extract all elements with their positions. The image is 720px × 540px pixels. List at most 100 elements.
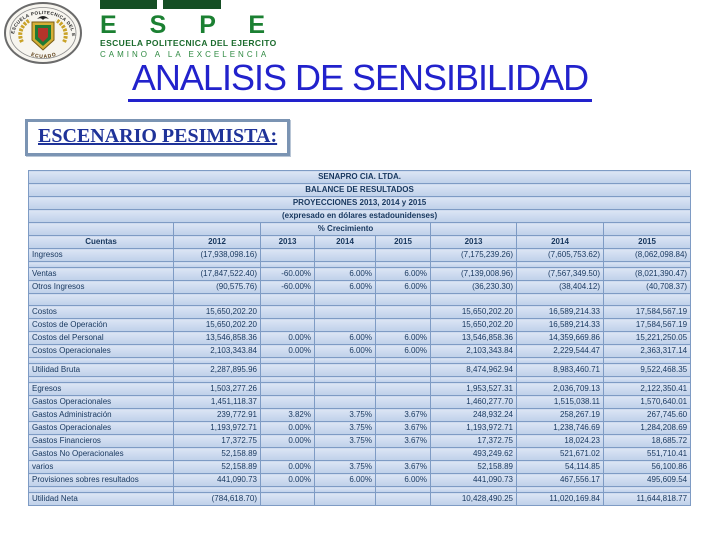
value-cell: 17,584,567.19: [602, 318, 692, 332]
value-cell: -60.00%: [260, 267, 315, 281]
value-cell: 15,221,250.05: [602, 331, 692, 345]
value-cell: 17,372.75: [430, 434, 517, 448]
row-label-cell: Gastos Administración: [28, 408, 174, 422]
table-row: Otros Ingresos (90,575.76) -60.00% 6.00% 6.0…: [28, 280, 692, 294]
value-cell: 0.00%: [260, 331, 315, 345]
column-header-cell: 2015: [375, 235, 431, 249]
brand-acronym: E S P E: [100, 11, 279, 39]
value-cell: 3.82%: [260, 408, 315, 422]
growth-empty-cell: [516, 222, 604, 236]
table-row: Ingresos (17,938,098.16) (7,175,239.26) (7,…: [28, 248, 692, 262]
value-cell: 3.75%: [314, 460, 376, 474]
value-cell: 2,103,343.84: [173, 344, 261, 358]
value-cell: 11,644,818.77: [602, 492, 692, 506]
brand-decor-bars: [100, 0, 320, 9]
value-cell: 13,546,858.36: [173, 331, 261, 345]
value-cell: (8,062,098.84): [602, 248, 692, 262]
value-cell: [375, 248, 431, 262]
value-cell: 441,090.73: [173, 473, 261, 487]
value-cell: 8,983,460.71: [516, 363, 604, 377]
value-cell: [314, 305, 376, 319]
table-row: Costos de Operación 15,650,202.20 15,650,2…: [28, 318, 692, 332]
row-label-cell: Utilidad Bruta: [28, 363, 174, 377]
financial-table-body: SENAPRO CIA. LTDA. BALANCE DE RESULTADOS P…: [27, 170, 692, 506]
value-cell: 6.00%: [375, 344, 431, 358]
column-header-cell: 2015: [602, 235, 692, 249]
value-cell: 9,522,468.35: [602, 363, 692, 377]
value-cell: 17,584,567.19: [602, 305, 692, 319]
value-cell: 16,589,214.33: [516, 318, 604, 332]
growth-header-row: % Crecimiento: [28, 222, 692, 236]
row-label-cell: Egresos: [28, 382, 174, 396]
value-cell: 1,953,527.31: [430, 382, 517, 396]
value-cell: [260, 305, 315, 319]
value-cell: 6.00%: [375, 280, 431, 294]
table-title-cell: PROYECCIONES 2013, 2014 y 2015: [27, 196, 692, 210]
value-cell: 18,685.72: [602, 434, 692, 448]
value-cell: 495,609.54: [602, 473, 692, 487]
value-cell: 2,103,343.84: [430, 344, 517, 358]
value-cell: [375, 395, 431, 409]
value-cell: 551,710.41: [602, 447, 692, 461]
spacer-cell: [375, 293, 431, 306]
value-cell: (36,230.30): [430, 280, 517, 294]
value-cell: [314, 318, 376, 332]
value-cell: 6.00%: [314, 344, 376, 358]
brand-school-name: ESCUELA POLITECNICA DEL EJERCITO: [100, 38, 277, 48]
row-label-cell: Otros Ingresos: [28, 280, 174, 294]
value-cell: 15,650,202.20: [173, 305, 261, 319]
value-cell: 52,158.89: [173, 460, 261, 474]
row-label-cell: Costos de Operación: [28, 318, 174, 332]
value-cell: 1,193,972.71: [173, 421, 261, 435]
table-row: Utilidad Neta (784,618.70) 10,428,490.25 11…: [28, 492, 692, 506]
value-cell: [314, 363, 376, 377]
value-cell: (17,938,098.16): [173, 248, 261, 262]
table-title-cell: (expresado en dólares estadounidenses): [27, 209, 692, 223]
row-label-cell: Gastos Operacionales: [28, 395, 174, 409]
row-label-cell: Ingresos: [28, 248, 174, 262]
value-cell: [375, 382, 431, 396]
table-row: Ventas (17,847,522.40) -60.00% 6.00% 6.00% (7…: [28, 267, 692, 281]
growth-empty-cell: [602, 222, 692, 236]
value-cell: 6.00%: [375, 331, 431, 345]
table-row: Egresos 1,503,277.26 1,953,527.31 2,036,709…: [28, 382, 692, 396]
table-title-row: SENAPRO CIA. LTDA.: [27, 170, 692, 184]
value-cell: 258,267.19: [516, 408, 604, 422]
value-cell: [260, 395, 315, 409]
value-cell: [314, 395, 376, 409]
table-title-cell: SENAPRO CIA. LTDA.: [27, 170, 692, 184]
table-row: Gastos Operacionales 1,193,972.71 0.00% 3.7…: [28, 421, 692, 435]
value-cell: 1,451,118.37: [173, 395, 261, 409]
value-cell: 3.67%: [375, 421, 431, 435]
spacer-cell: [430, 293, 517, 306]
value-cell: 239,772.91: [173, 408, 261, 422]
value-cell: 2,363,317.14: [602, 344, 692, 358]
value-cell: 521,671.02: [516, 447, 604, 461]
value-cell: 15,650,202.20: [430, 318, 517, 332]
value-cell: [260, 492, 315, 506]
value-cell: 52,158.89: [173, 447, 261, 461]
brand-bar-left: [100, 0, 157, 9]
value-cell: [314, 447, 376, 461]
title-container: ANALISIS DE SENSIBILIDAD: [0, 58, 720, 102]
value-cell: [260, 382, 315, 396]
brand-motto: CAMINO A LA EXCELENCIA: [100, 50, 270, 59]
value-cell: 15,650,202.20: [430, 305, 517, 319]
row-label-cell: varios: [28, 460, 174, 474]
value-cell: [260, 447, 315, 461]
scenario-box: ESCENARIO PESIMISTA:: [25, 119, 291, 156]
value-cell: (17,847,522.40): [173, 267, 261, 281]
row-label-cell: Provisiones sobres resultados: [28, 473, 174, 487]
value-cell: 16,589,214.33: [516, 305, 604, 319]
value-cell: (7,605,753.62): [516, 248, 604, 262]
growth-empty-cell: [430, 222, 517, 236]
value-cell: (40,708.37): [602, 280, 692, 294]
value-cell: (7,139,008.96): [430, 267, 517, 281]
table-row: Gastos Administración 239,772.91 3.82% 3.75…: [28, 408, 692, 422]
value-cell: [314, 492, 376, 506]
value-cell: -60.00%: [260, 280, 315, 294]
value-cell: 493,249.62: [430, 447, 517, 461]
value-cell: [260, 318, 315, 332]
row-label-cell: Costos: [28, 305, 174, 319]
